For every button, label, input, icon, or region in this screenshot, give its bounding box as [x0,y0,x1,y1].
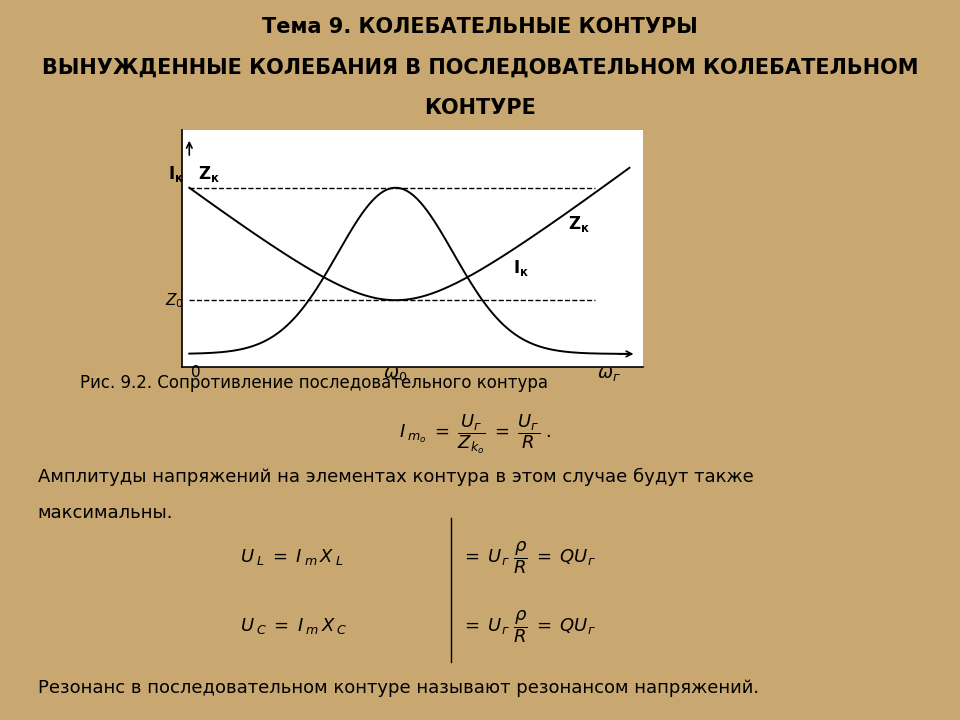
Text: $\mathbf{Z_к}$: $\mathbf{Z_к}$ [567,215,589,234]
Text: $\mathbf{I_к}$: $\mathbf{I_к}$ [513,258,529,277]
Text: Рис. 9.2. Сопротивление последовательного контура: Рис. 9.2. Сопротивление последовательног… [81,374,548,392]
Text: Амплитуды напряжений на элементах контура в этом случае будут также: Амплитуды напряжений на элементах контур… [37,468,754,486]
Text: КОНТУРЕ: КОНТУРЕ [424,98,536,117]
Text: $\mathbf{Z_к}$: $\mathbf{Z_к}$ [198,164,220,184]
Text: $\omega_г$: $\omega_г$ [597,365,621,383]
Text: $U\,_L\; =\; I\,_m\, X\,_L$: $U\,_L\; =\; I\,_m\, X\,_L$ [240,547,344,567]
Text: максимальны.: максимальны. [37,504,173,521]
Text: ВЫНУЖДЕННЫЕ КОЛЕБАНИЯ В ПОСЛЕДОВАТЕЛЬНОМ КОЛЕБАТЕЛЬНОМ: ВЫНУЖДЕННЫЕ КОЛЕБАНИЯ В ПОСЛЕДОВАТЕЛЬНОМ… [41,58,919,77]
Text: $=\; U_г\;\dfrac{\rho}{R}\; =\; QU_г$: $=\; U_г\;\dfrac{\rho}{R}\; =\; QU_г$ [461,608,595,644]
Text: $I\,_{m_o}\; =\; \dfrac{U_г}{Z_{k_o}}\; =\; \dfrac{U_г}{R}\;.$: $I\,_{m_o}\; =\; \dfrac{U_г}{Z_{k_o}}\; … [399,412,551,456]
Text: $Z_0$: $Z_0$ [165,291,183,310]
Text: Тема 9. КОЛЕБАТЕЛЬНЫЕ КОНТУРЫ: Тема 9. КОЛЕБАТЕЛЬНЫЕ КОНТУРЫ [262,17,698,37]
Text: $=\; U_г\;\dfrac{\rho}{R}\; =\; QU_г$: $=\; U_г\;\dfrac{\rho}{R}\; =\; QU_г$ [461,539,595,575]
Text: $\omega_0$: $\omega_0$ [383,365,408,383]
Text: $\mathbf{I_к}$: $\mathbf{I_к}$ [168,164,183,184]
Text: Резонанс в последовательном контуре называют резонансом напряжений.: Резонанс в последовательном контуре назы… [37,678,758,697]
Text: 0: 0 [191,365,201,379]
Text: $U\,_C\; =\; I\,_m\, X\,_C$: $U\,_C\; =\; I\,_m\, X\,_C$ [240,616,348,636]
